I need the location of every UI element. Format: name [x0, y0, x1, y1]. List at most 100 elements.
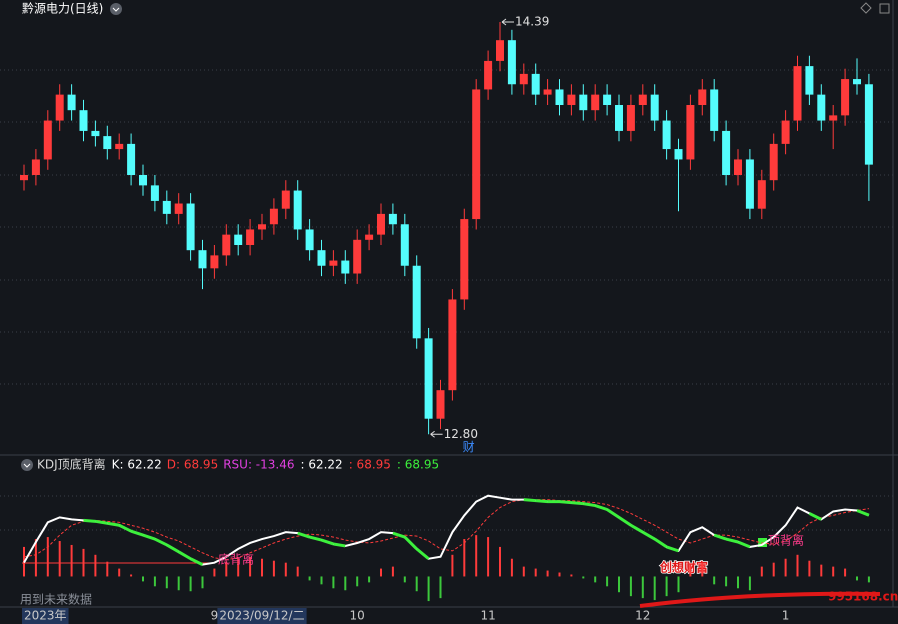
histogram-bar — [796, 554, 799, 577]
histogram-bar — [725, 576, 728, 587]
diamond-icon[interactable] — [860, 2, 872, 14]
k-falling-segment — [189, 557, 204, 566]
histogram-bar — [439, 576, 442, 599]
divergence-label: 底背离 — [218, 552, 254, 567]
candle-body — [210, 255, 219, 269]
histogram-bar — [844, 568, 847, 577]
histogram-bar — [46, 537, 49, 577]
k-falling-segment — [630, 523, 644, 534]
x-tick-label: 1 — [782, 609, 790, 623]
candle-body — [650, 94, 659, 121]
candle-body — [258, 224, 266, 230]
indicator-header: K: 62.22 — [112, 458, 162, 472]
candle-body — [31, 159, 40, 175]
k-falling-segment — [83, 518, 96, 523]
histogram-bar — [237, 558, 240, 577]
candle-body — [150, 185, 159, 201]
candle-body — [460, 219, 469, 300]
histogram-bar — [356, 576, 359, 587]
histogram-bar — [189, 576, 192, 592]
window-icon[interactable] — [879, 3, 890, 14]
k-falling-segment — [107, 521, 120, 527]
histogram-bar — [832, 566, 835, 577]
candle-body — [781, 120, 790, 144]
indicator-header: : 68.95 — [349, 458, 391, 472]
k-falling-segment — [297, 531, 311, 539]
candle-body — [519, 73, 528, 85]
histogram-bar — [58, 541, 61, 577]
candle-body — [662, 120, 671, 150]
divergence-label: 顶背离 — [768, 533, 804, 548]
k-falling-segment — [535, 499, 548, 504]
dropdown-arrow — [23, 463, 31, 468]
candle-body — [817, 94, 826, 121]
candle-body — [103, 136, 112, 150]
candle-body — [638, 94, 647, 105]
candle-body — [722, 130, 731, 175]
candle-body — [507, 40, 516, 85]
histogram-bar — [201, 576, 204, 589]
k-falling-segment — [737, 540, 751, 549]
histogram-bar — [344, 576, 347, 591]
dropdown-arrow — [112, 7, 120, 12]
k-falling-segment — [415, 547, 430, 560]
candle-body — [79, 110, 88, 131]
candle-body — [246, 229, 255, 245]
x-tick-label: 2023/09/12/二 — [219, 609, 304, 623]
histogram-bar — [689, 564, 692, 577]
histogram-bar — [772, 562, 775, 577]
candle-body — [555, 89, 564, 105]
candle-body — [127, 143, 136, 175]
histogram-bar — [225, 561, 228, 577]
candle-body — [805, 66, 814, 95]
candle-body — [293, 190, 302, 230]
histogram-bar — [82, 548, 85, 577]
candle-body — [115, 143, 124, 150]
candle-body — [864, 84, 873, 165]
divergence-marker — [758, 538, 767, 547]
watermark-site: 995168.cn — [828, 590, 898, 604]
candle-body — [615, 105, 623, 131]
candle-body — [769, 143, 778, 181]
histogram-bar — [713, 576, 716, 585]
candle-body — [448, 299, 457, 391]
histogram-bar — [34, 539, 37, 577]
histogram-bar — [142, 576, 144, 582]
candle-body — [496, 40, 504, 61]
histogram-bar — [403, 576, 406, 583]
k-falling-segment — [118, 523, 132, 533]
histogram-bar — [677, 576, 680, 593]
histogram-bar — [475, 535, 478, 577]
histogram-bar — [296, 566, 299, 577]
k-falling-segment — [321, 538, 334, 546]
k-falling-segment — [333, 542, 346, 548]
histogram-bar — [213, 568, 216, 577]
indicator-header: : 62.22 — [300, 458, 342, 472]
histogram-bar — [118, 568, 121, 577]
candle-body — [329, 260, 338, 266]
histogram-bar — [653, 576, 656, 601]
k-falling-segment — [523, 498, 536, 503]
candle-body — [686, 105, 695, 160]
candle-body — [567, 94, 576, 105]
candle-body — [841, 79, 850, 116]
histogram-bar — [534, 568, 537, 577]
indicator-header: KDJ顶底背离 — [37, 457, 106, 472]
histogram-bar — [570, 574, 573, 577]
x-tick-label: 10 — [350, 609, 365, 623]
candle-body — [43, 120, 52, 160]
candle-body — [198, 250, 207, 269]
histogram-bar — [629, 576, 632, 597]
dropdown-icon[interactable] — [110, 3, 122, 15]
k-falling-segment — [666, 545, 679, 553]
histogram-bar — [701, 562, 704, 577]
candle-body — [222, 234, 231, 256]
histogram-bar — [332, 576, 335, 589]
k-falling-segment — [642, 530, 656, 541]
annotation-arrow — [501, 18, 514, 26]
histogram-bar — [522, 566, 525, 577]
candle-body — [388, 213, 397, 225]
histogram-bar — [177, 576, 180, 591]
candle-body — [139, 175, 147, 186]
dropdown-icon[interactable] — [21, 459, 33, 471]
